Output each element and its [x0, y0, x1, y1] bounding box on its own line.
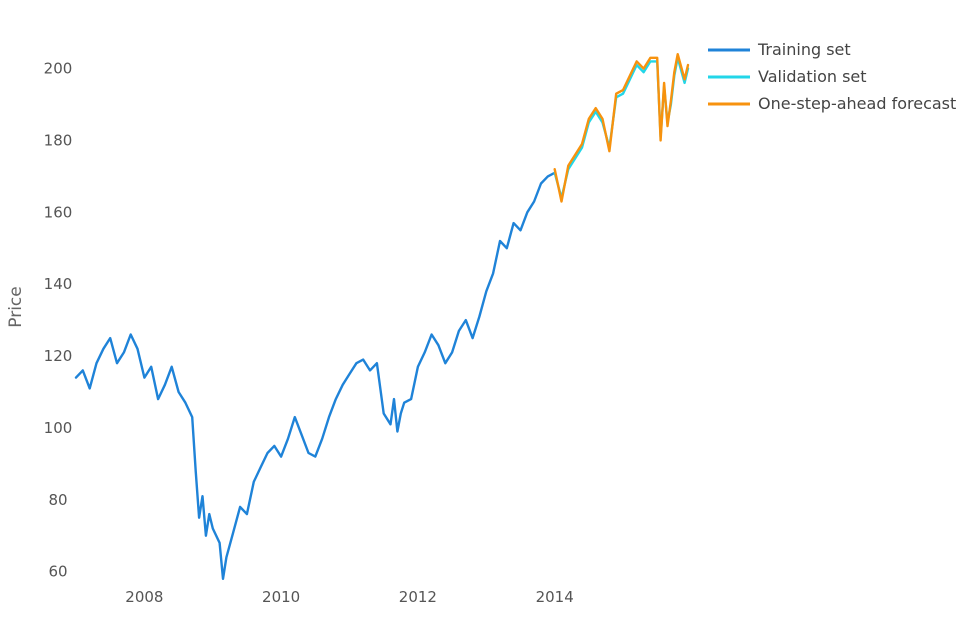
- y-tick-label: 120: [44, 347, 73, 365]
- x-tick-label: 2010: [262, 588, 300, 606]
- x-tick-label: 2008: [125, 588, 163, 606]
- y-tick-label: 140: [44, 275, 73, 293]
- legend-label: Training set: [757, 40, 851, 59]
- x-tick-label: 2012: [399, 588, 437, 606]
- y-tick-label: 80: [48, 491, 67, 509]
- legend-item[interactable]: One-step-ahead forecast: [708, 94, 956, 113]
- legend[interactable]: Training set Validation set One-step-ahead…: [708, 40, 956, 113]
- plot-area: [74, 53, 690, 580]
- series-line-one-step-ahead-forecast[interactable]: [553, 53, 690, 203]
- series-line-training-set[interactable]: [74, 171, 556, 580]
- x-tick-label: 2014: [536, 588, 574, 606]
- y-tick-label: 200: [44, 60, 73, 78]
- legend-item[interactable]: Training set: [708, 40, 851, 59]
- series-line-validation-set[interactable]: [553, 56, 690, 200]
- legend-label: One-step-ahead forecast: [758, 94, 956, 113]
- legend-label: Validation set: [758, 67, 867, 86]
- y-tick-label: 180: [44, 131, 73, 149]
- y-axis-ticks: 60 80 100 120 140 160 180 200: [44, 60, 73, 581]
- y-tick-label: 160: [44, 203, 73, 221]
- y-axis-title: Price: [6, 286, 26, 327]
- x-axis-ticks: 2008 2010 2012 2014: [125, 588, 573, 606]
- y-tick-label: 100: [44, 419, 73, 437]
- legend-item[interactable]: Validation set: [708, 67, 867, 86]
- y-tick-label: 60: [48, 563, 67, 581]
